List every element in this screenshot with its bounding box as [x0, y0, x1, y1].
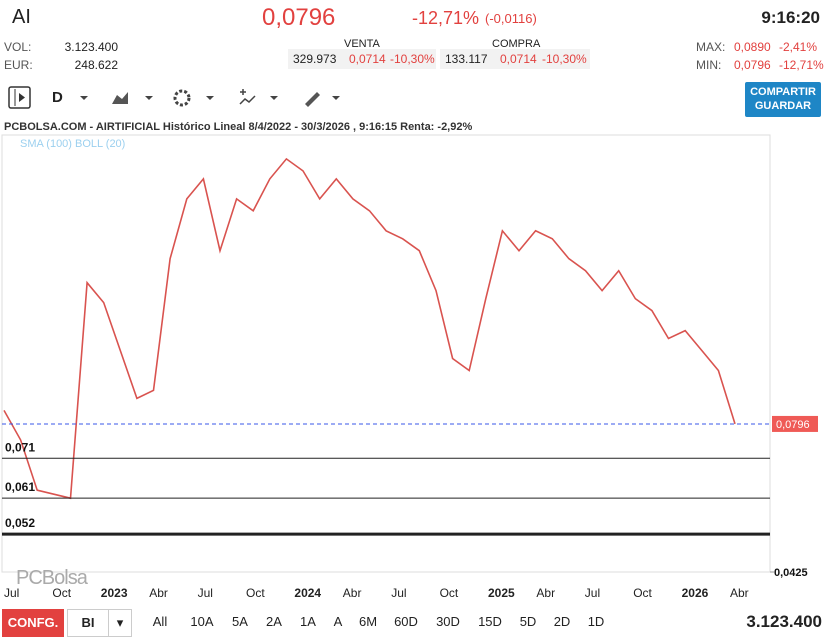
x-tick-label: 2024	[294, 586, 321, 600]
x-tick-label: Jul	[4, 586, 19, 600]
chart: PCBOLSA.COM - AIRTIFICIAL Histórico Line…	[1, 121, 818, 600]
min-label: MIN:	[696, 58, 722, 72]
x-tick-label: Abr	[343, 586, 362, 600]
period-button[interactable]: 2D	[546, 609, 578, 635]
buy-title: COMPRA	[492, 38, 541, 50]
time: 9:16:20	[761, 8, 820, 27]
settings-icon[interactable]	[173, 89, 191, 107]
max: 0,0890	[734, 40, 771, 54]
change-pct: -12,71%	[412, 8, 480, 28]
interval[interactable]: D	[52, 89, 63, 106]
draw-icon[interactable]	[305, 92, 320, 107]
dropdown-carets[interactable]	[80, 96, 340, 100]
period-button[interactable]: 1D	[580, 609, 612, 635]
vol: 3.123.400	[64, 40, 118, 54]
panel-icon[interactable]	[8, 86, 31, 109]
period-button[interactable]: 30D	[428, 609, 468, 635]
last-price-tag	[772, 415, 818, 432]
chart-type-icon[interactable]	[112, 92, 128, 104]
last-price-label: 0,0796	[776, 419, 810, 431]
x-tick-label: Jul	[391, 586, 406, 600]
buy-box	[440, 49, 590, 69]
price-line	[3, 157, 736, 500]
icon-arrow	[19, 93, 25, 102]
sell-price: 0,0714	[349, 52, 386, 66]
buy-price: 0,0714	[500, 52, 537, 66]
toolbar-icons	[8, 86, 340, 109]
legend-entry: BOLL (20)	[75, 138, 125, 150]
x-tick-label: Jul	[198, 586, 213, 600]
buy-pct: -10,30%	[542, 52, 587, 66]
period-button[interactable]: All	[140, 609, 180, 635]
x-tick-label: Oct	[246, 586, 265, 600]
period-button[interactable]: 5D	[512, 609, 544, 635]
x-tick-label: 2025	[488, 586, 515, 600]
period-button[interactable]: 6M	[352, 609, 384, 635]
mode-select[interactable]: BI	[67, 609, 109, 637]
indicator-icon[interactable]	[239, 89, 256, 105]
eur-label: EUR:	[4, 58, 33, 72]
share-save-button[interactable]: COMPARTIR GUARDAR	[745, 82, 821, 117]
x-tick-label: Abr	[149, 586, 168, 600]
sell-title: VENTA	[344, 38, 380, 50]
x-tick-label: Oct	[52, 586, 71, 600]
level-label: 0,052	[5, 516, 35, 530]
period-button[interactable]: 1A	[292, 609, 324, 635]
config-button[interactable]: CONFG.	[2, 609, 64, 637]
legend-entry: SMA (100)	[20, 138, 72, 150]
x-tick-label: Oct	[633, 586, 652, 600]
vol-label: VOL:	[4, 40, 32, 54]
plot-frame	[1, 134, 771, 573]
period-button[interactable]: A	[326, 609, 350, 635]
watermark: PCBolsa	[16, 567, 89, 589]
footer-volume: 3.123.400	[746, 612, 822, 631]
sell-box	[288, 49, 436, 69]
period-button[interactable]: 2A	[258, 609, 290, 635]
min: 0,0796	[734, 58, 771, 72]
change-abs: (-0,0116)	[485, 11, 537, 26]
buy-qty: 133.117	[445, 52, 488, 66]
x-tick-label: 2023	[101, 586, 128, 600]
level-label: 0,071	[5, 440, 35, 454]
sell-qty: 329.973	[293, 52, 337, 66]
period-button[interactable]: 10A	[182, 609, 222, 635]
price: 0,0796	[262, 4, 336, 31]
x-tick-label: Oct	[440, 586, 459, 600]
max-pct: -2,41%	[779, 40, 818, 54]
x-tick-label: Abr	[536, 586, 555, 600]
chart-title: PCBOLSA.COM - AIRTIFICIAL Histórico Line…	[4, 121, 472, 133]
x-tick-label: 2026	[682, 586, 709, 600]
bottom-price-label: 0,0425	[774, 567, 808, 579]
symbol: AI	[12, 6, 31, 28]
mode-caret[interactable]: ▾	[108, 609, 132, 637]
sell-pct: -10,30%	[390, 52, 435, 66]
period-button[interactable]: 60D	[386, 609, 426, 635]
period-button[interactable]: 15D	[470, 609, 510, 635]
level-label: 0,061	[5, 480, 35, 494]
max-label: MAX:	[696, 40, 726, 54]
x-tick-label: Jul	[585, 586, 600, 600]
x-tick-label: Abr	[730, 586, 749, 600]
min-pct: -12,71%	[779, 58, 824, 72]
period-button[interactable]: 5A	[224, 609, 256, 635]
eur: 248.622	[74, 58, 118, 72]
